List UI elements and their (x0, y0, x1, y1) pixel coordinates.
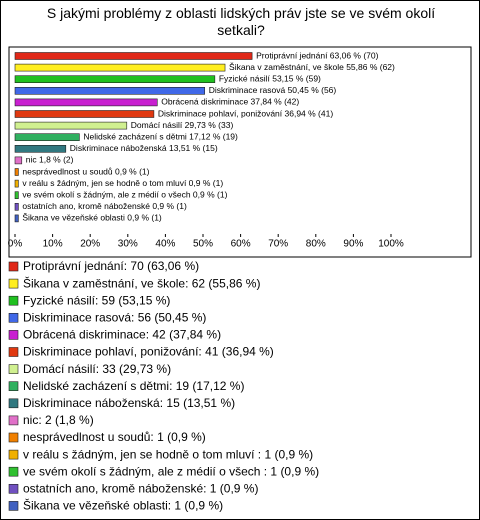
legend-label: ostatních ano, kromě náboženské: 1 (0,9 … (23, 481, 258, 495)
bar-label: Domácí násilí 29,73 % (33) (131, 120, 234, 130)
x-tick-label: 60% (231, 239, 251, 250)
legend-swatch (8, 364, 19, 374)
bar (14, 52, 253, 60)
legend-label: Diskriminace pohlaví, ponižování: 41 (36… (23, 345, 274, 359)
legend-label: nesprávedlnost u soudů: 1 (0,9 %) (23, 430, 206, 444)
bar-label: Protiprávní jednání 63,06 % (70) (256, 50, 379, 60)
legend-label: Protiprávní jednání: 70 (63,06 %) (23, 259, 199, 273)
legend-swatch (8, 415, 19, 426)
x-tick-label: 70% (268, 239, 288, 250)
bar (14, 179, 19, 188)
bar-label: ostatních ano, kromě náboženské 0,9 % (1… (22, 201, 187, 211)
bar (14, 168, 19, 176)
bar (14, 203, 19, 211)
legend-swatch (8, 449, 19, 460)
bar (14, 63, 226, 72)
legend-label: v reálu s žádným, jen se hodně o tom mlu… (23, 447, 313, 461)
legend-label: Fyzické násilí: 59 (53,15 %) (23, 293, 170, 307)
legend-swatch (8, 381, 19, 392)
bar (14, 214, 19, 223)
legend-label: Domácí násilí: 33 (29,73 %) (23, 362, 171, 376)
legend-swatch (8, 501, 19, 511)
legend-swatch (8, 312, 19, 323)
legend-swatch (8, 261, 19, 272)
bar-label: Nelidské zacházení s dětmi 17,12 % (19) (83, 131, 238, 141)
legend-swatch (8, 483, 19, 494)
legend-label: Nelidské zacházení s dětmi: 19 (17,12 %) (23, 379, 244, 393)
bar (14, 75, 216, 83)
bar-label: v reálu s žádným, jen se hodně o tom mlu… (22, 178, 223, 188)
bar-label: Šikana v zaměstnání, ve škole 55,86 % (6… (229, 62, 395, 72)
legend-label: Šikana v zaměstnání, ve škole: 62 (55,86… (23, 275, 260, 290)
legend-label: Obrácená diskriminace: 42 (37,84 %) (23, 328, 221, 342)
bar-label: Šikana ve vězeňské oblasti 0,9 % (1) (22, 213, 162, 223)
chart-title: S jakými problémy z oblasti lidských prá… (46, 5, 436, 38)
bar-label: ve svém okolí s žádným, ale z médií o vš… (22, 189, 227, 199)
x-tick-label: 10% (43, 239, 63, 250)
x-tick-label: 20% (80, 239, 100, 250)
bar (14, 145, 67, 153)
legend-swatch (8, 330, 19, 340)
bar (14, 98, 158, 107)
bar (14, 87, 205, 95)
legend-label: Šikana ve vězeňské oblasti: 1 (0,9 %) (23, 498, 223, 513)
bar (14, 121, 128, 130)
legend-label: nic: 2 (1,8 %) (23, 413, 94, 427)
bar-label: Obrácená diskriminace 37,84 % (42) (161, 97, 299, 107)
bar-label: Diskriminace pohlaví, ponižování 36,94 %… (158, 108, 333, 118)
legend-swatch (8, 466, 19, 477)
bar-label: nesprávedlnost u soudů 0,9 % (1) (22, 166, 149, 176)
legend-swatch (8, 347, 19, 357)
bar-label: Diskriminace rasová 50,45 % (56) (209, 85, 337, 95)
legend-swatch (8, 398, 19, 409)
bar (14, 191, 19, 199)
bar (14, 110, 155, 118)
x-tick-label: 90% (343, 239, 363, 250)
plot-frame (8, 46, 472, 258)
legend-swatch (8, 278, 19, 289)
x-tick-label: 50% (193, 239, 213, 250)
bar-label: Diskriminace náboženská 13,51 % (15) (70, 143, 218, 153)
legend-label: ve svém okolí s žádným, ale z médií o vš… (23, 464, 319, 478)
x-tick-label: 100% (378, 239, 404, 250)
x-tick-label: 30% (118, 239, 138, 250)
legend-label: Diskriminace náboženská: 15 (13,51 %) (23, 396, 235, 410)
bar (14, 156, 23, 165)
x-tick-label: 40% (155, 239, 175, 250)
bar (14, 133, 80, 141)
x-tick-label: 0% (8, 239, 23, 250)
legend-swatch (8, 432, 19, 443)
bar-label: Fyzické násilí 53,15 % (59) (219, 73, 321, 83)
legend-label: Diskriminace rasová: 56 (50,45 %) (23, 310, 206, 324)
x-tick-label: 80% (306, 239, 326, 250)
legend-swatch (8, 295, 19, 306)
bar-label: nic 1,8 % (2) (26, 155, 74, 165)
